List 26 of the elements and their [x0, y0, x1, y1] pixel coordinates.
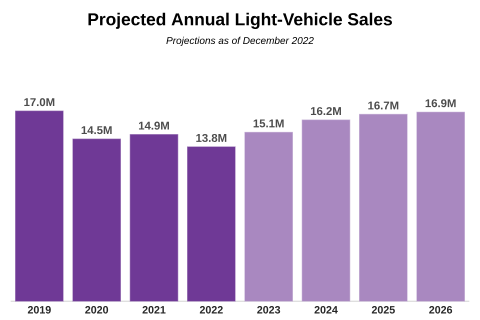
- bar: [359, 114, 408, 302]
- bar: [72, 138, 121, 302]
- data-label: 14.5M: [82, 126, 112, 134]
- data-label: 16.7M: [368, 101, 398, 110]
- data-label: 15.1M: [254, 120, 284, 128]
- x-tick-label: 2019: [28, 306, 51, 314]
- x-tick-label: 2023: [257, 306, 280, 314]
- data-label: 14.9M: [138, 122, 169, 130]
- x-tick-label: 2020: [85, 306, 108, 314]
- bar: [244, 132, 293, 302]
- bar: [187, 146, 236, 302]
- data-label: 13.8M: [196, 134, 226, 142]
- x-tick-label: 2022: [200, 306, 223, 314]
- bar: [416, 112, 465, 302]
- x-tick-label: 2024: [314, 306, 338, 314]
- data-label: 17.0M: [24, 98, 54, 106]
- chart-title: Projected Annual Light-Vehicle Sales: [88, 12, 392, 29]
- chart-subtitle: Projections as of December 2022: [166, 36, 314, 46]
- x-tick-label: 2026: [429, 306, 452, 314]
- bar: [15, 110, 64, 302]
- bar: [302, 120, 350, 302]
- x-tick-label: 2025: [372, 306, 395, 314]
- data-label: 16.2M: [310, 107, 341, 116]
- bar: [130, 134, 178, 302]
- x-tick-label: 2021: [142, 306, 166, 314]
- data-label: 16.9M: [426, 99, 456, 108]
